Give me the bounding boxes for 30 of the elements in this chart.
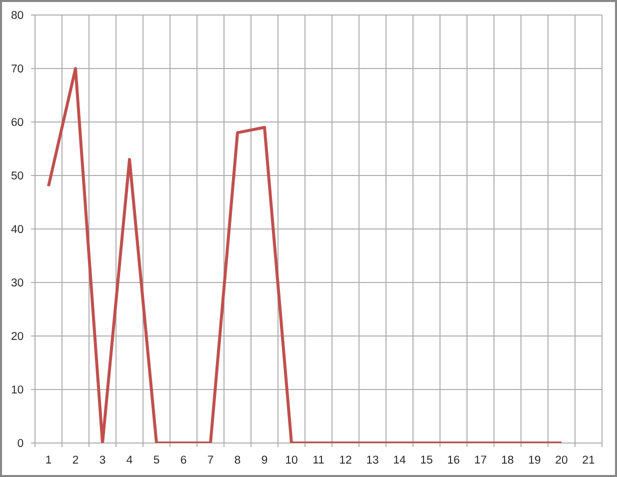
x-tick-label: 16 [448,456,460,464]
x-tick-label: 18 [502,456,514,464]
x-tick-label: 20 [556,456,568,464]
x-tick-label: 5 [154,456,160,464]
x-tick-label: 8 [234,456,240,464]
y-tick-label: 50 [11,171,24,180]
y-tick-label: 40 [11,224,24,233]
x-tick-label: 10 [286,456,298,464]
y-tick-label: 70 [12,64,24,72]
x-tick-label: 1 [46,456,52,464]
x-tick-label: 19 [529,456,540,464]
y-tick-label: 80 [12,10,24,19]
y-tick-label: 20 [12,332,24,340]
y-tick-label: 0 [18,438,24,447]
x-tick-label: 4 [126,456,132,464]
x-tick-label: 13 [367,456,378,464]
y-tick-label: 30 [11,278,24,286]
x-tick-label: 11 [313,456,324,464]
x-tick-label: 9 [262,456,268,464]
y-tick-label: 10 [12,385,24,394]
x-tick-label: 21 [582,456,594,464]
x-tick-label: 3 [100,456,106,464]
x-tick-label: 7 [208,456,214,464]
x-tick-label: 2 [72,456,78,464]
y-tick-label: 60 [12,118,24,126]
x-tick-label: 15 [421,456,432,464]
x-tick-label: 17 [475,456,486,464]
x-tick-label: 6 [180,456,186,464]
x-tick-label: 12 [340,456,352,464]
x-tick-label: 14 [394,456,406,464]
